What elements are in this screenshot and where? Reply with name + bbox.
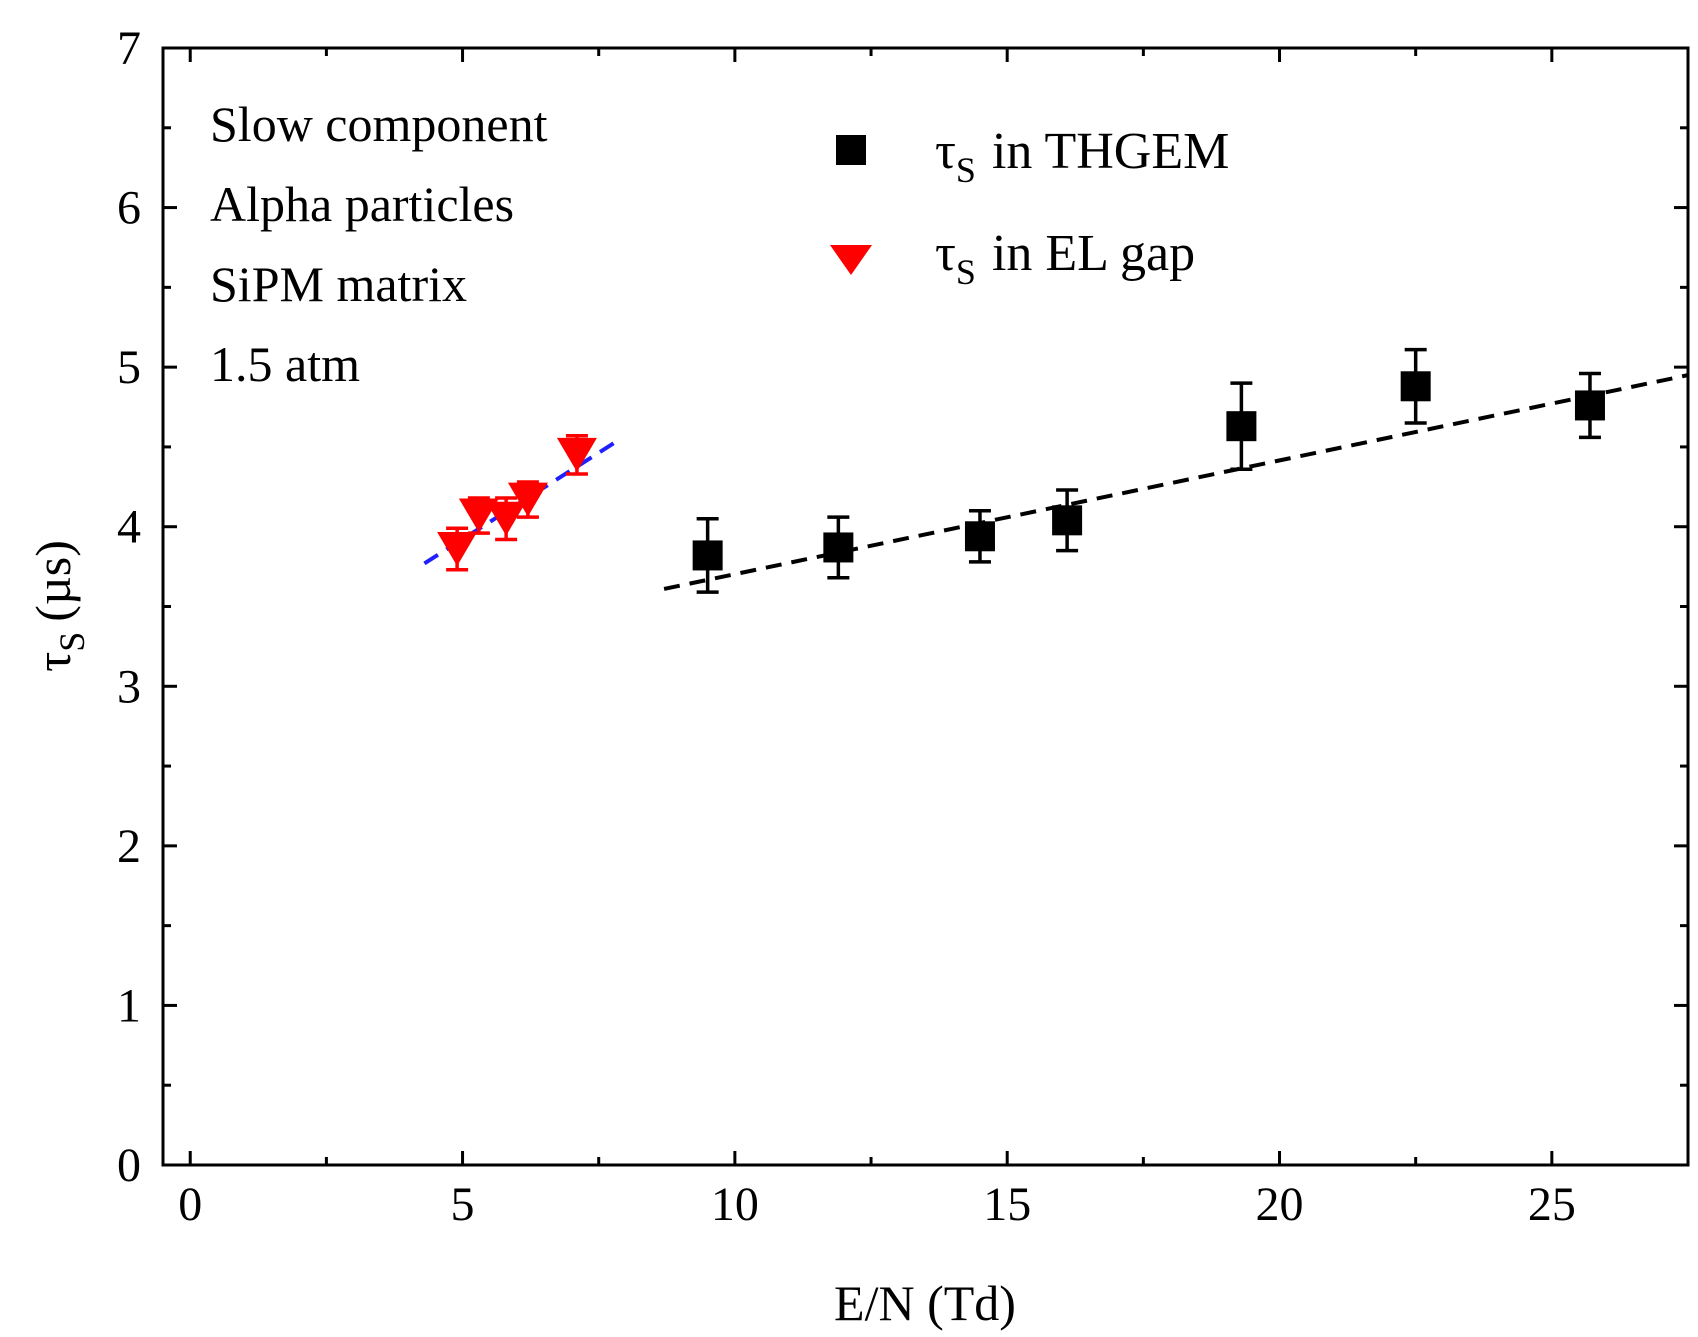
data-point-thgem [1400, 371, 1431, 402]
data-point-el-gap [486, 501, 527, 536]
data-point-thgem [964, 521, 995, 552]
y-tick-label: 6 [117, 182, 141, 235]
legend-entry-el-gap: τS in EL gap [935, 225, 1195, 292]
data-point-el-gap [437, 532, 478, 567]
legend-marker-triangle [830, 245, 872, 275]
data-point-el-gap [458, 498, 499, 533]
fit-line-thgem [663, 373, 1689, 591]
x-tick-label: 15 [983, 1178, 1031, 1231]
data-point-thgem [1052, 505, 1083, 536]
x-axis-title: E/N (Td) [834, 1275, 1016, 1331]
x-tick-label: 5 [451, 1178, 475, 1231]
annotation-line-4: 1.5 atm [210, 336, 360, 392]
data-point-thgem [692, 540, 723, 571]
x-tick-label: 0 [178, 1178, 202, 1231]
annotation-line-3: SiPM matrix [210, 256, 467, 312]
legend-marker-square [836, 135, 866, 165]
tick-group: 0 5 10 15 20 25 0 1 2 3 4 5 6 7 [117, 22, 1688, 1231]
x-tick-label: 10 [711, 1178, 759, 1231]
annotation-line-1: Slow component [210, 96, 548, 152]
data-point-thgem [1226, 411, 1257, 442]
y-tick-label: 7 [117, 22, 141, 75]
y-tick-label: 5 [117, 341, 141, 394]
y-tick-label: 2 [117, 820, 141, 873]
data-point-el-gap [556, 437, 597, 472]
data-mark-group [437, 347, 1605, 594]
y-axis-title: τS(µs) [25, 540, 92, 672]
fit-line-group [423, 373, 1689, 591]
data-point-thgem [1574, 390, 1605, 421]
data-point-thgem [823, 532, 854, 563]
data-point-el-gap [507, 482, 548, 517]
y-tick-label: 4 [117, 501, 141, 554]
annotation-line-2: Alpha particles [210, 176, 514, 232]
x-tick-label: 25 [1528, 1178, 1576, 1231]
x-tick-label: 20 [1256, 1178, 1304, 1231]
y-tick-label: 3 [117, 660, 141, 713]
legend-entry-thgem: τS in THGEM [935, 123, 1229, 190]
y-tick-label: 0 [117, 1139, 141, 1192]
legend: τS in THGEM τS in EL gap [830, 123, 1229, 292]
y-tick-label: 1 [117, 979, 141, 1032]
